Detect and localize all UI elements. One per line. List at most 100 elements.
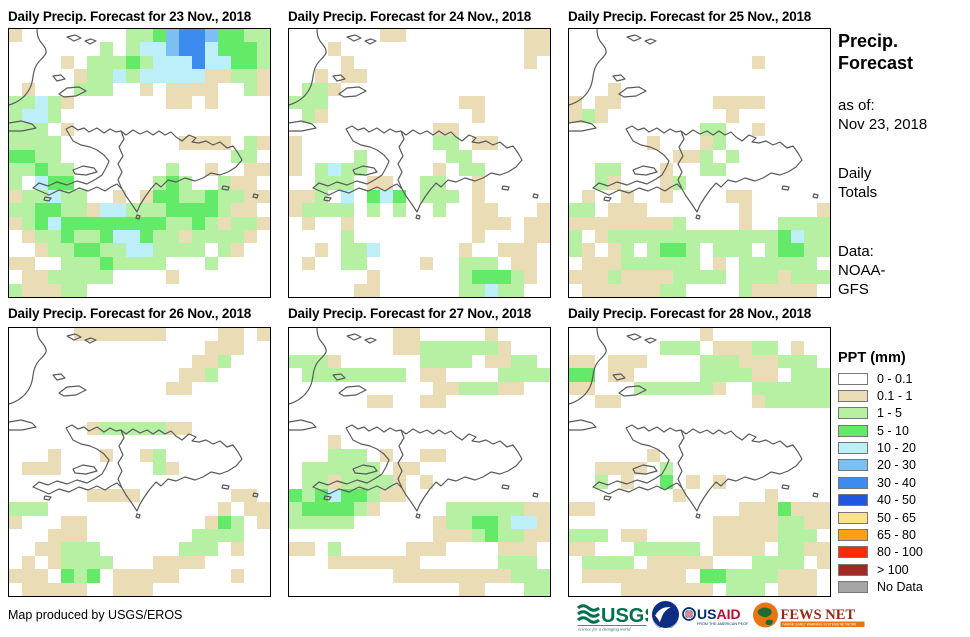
precip-cell [699, 488, 713, 503]
precip-cell [660, 515, 674, 529]
precip-cell [354, 55, 368, 70]
precip-cell [302, 528, 316, 543]
precip-cell [354, 341, 368, 355]
precip-cell [647, 569, 661, 583]
precip-cell [256, 283, 270, 297]
precip-cell [751, 189, 765, 204]
precip-cell [647, 122, 661, 137]
precip-cell [790, 42, 804, 56]
precip-cell [22, 515, 36, 529]
precip-cell [217, 162, 231, 177]
precip-cell [139, 283, 153, 297]
precip-cell [126, 555, 140, 570]
precip-cell [354, 189, 368, 204]
precip-cell [243, 461, 257, 476]
precip-cell [608, 29, 622, 43]
precip-cell [497, 461, 511, 476]
precip-cell [582, 502, 596, 516]
precip-cell [751, 488, 765, 503]
precip-cell [61, 341, 75, 355]
legend-label: 50 - 65 [877, 510, 916, 525]
precip-cell [289, 354, 303, 369]
precip-cell [230, 542, 244, 556]
precip-cell [621, 328, 635, 342]
precip-cell [191, 136, 205, 150]
precip-cell [139, 136, 153, 150]
precip-cell [712, 394, 726, 409]
precip-cell [471, 488, 485, 503]
precip-cell [595, 448, 609, 462]
precip-cell [484, 502, 498, 516]
precip-cell [35, 55, 49, 70]
precip-cell [354, 283, 368, 297]
precip-cell [61, 229, 75, 244]
precip-cell [621, 69, 635, 83]
precip-cell [523, 328, 537, 342]
precip-cell [484, 176, 498, 190]
precip-cell [803, 555, 817, 570]
precip-cell [289, 243, 303, 257]
precip-cell [686, 229, 700, 244]
precip-cell [569, 69, 583, 83]
precip-cell [712, 328, 726, 342]
legend-label: 80 - 100 [877, 545, 923, 560]
precip-cell [406, 502, 420, 516]
precip-cell [152, 216, 166, 230]
precip-cell [432, 341, 446, 355]
precip-cell [510, 475, 524, 489]
precip-cell [445, 149, 459, 163]
precip-cell [113, 82, 127, 96]
precip-cell [634, 582, 648, 596]
precip-cell [790, 216, 804, 230]
precip-cell [497, 29, 511, 43]
precip-cell [315, 283, 329, 297]
precip-cell [419, 136, 433, 150]
precip-cell [660, 189, 674, 204]
panel-title: Daily Precip. Forecast for 26 Nov., 2018 [8, 306, 252, 321]
precip-cell [113, 328, 127, 342]
precip-cell [113, 408, 127, 422]
precip-cell [22, 328, 36, 342]
map-credit: Map produced by USGS/EROS [8, 608, 183, 622]
precip-cell [471, 55, 485, 70]
precip-cell [380, 216, 394, 230]
precip-cell [217, 528, 231, 543]
legend-swatch [838, 511, 868, 524]
precip-cell [113, 95, 127, 110]
precip-cell [510, 421, 524, 436]
precip-cell [126, 542, 140, 556]
precip-cell [354, 122, 368, 137]
precip-cell [510, 368, 524, 382]
precip-cell [673, 341, 687, 355]
precip-cell [595, 515, 609, 529]
precip-cell [432, 69, 446, 83]
precip-cell [230, 475, 244, 489]
data-source-label: Data: [838, 243, 874, 260]
precip-cell [803, 122, 817, 137]
precip-cell [393, 555, 407, 570]
precip-cell [302, 408, 316, 422]
precip-cell [48, 328, 62, 342]
precip-cell [803, 216, 817, 230]
legend-item: 10 - 20 [838, 441, 968, 455]
precip-cell [243, 368, 257, 382]
precip-cell [256, 243, 270, 257]
precip-cell [712, 203, 726, 217]
precip-cell [419, 82, 433, 96]
precip-cell [113, 203, 127, 217]
precip-cell [419, 542, 433, 556]
precip-cell [328, 381, 342, 395]
precip-cell [647, 354, 661, 369]
precip-cell [328, 448, 342, 462]
precip-cell [126, 189, 140, 204]
precip-cell [204, 555, 218, 570]
precip-cell [569, 256, 583, 271]
precip-cell [673, 82, 687, 96]
precip-cell [621, 381, 635, 395]
precip-cell [432, 354, 446, 369]
precip-cell [764, 176, 778, 190]
precip-cell [471, 203, 485, 217]
precip-cell [458, 136, 472, 150]
precip-cell [569, 435, 583, 449]
precip-cell [165, 461, 179, 476]
